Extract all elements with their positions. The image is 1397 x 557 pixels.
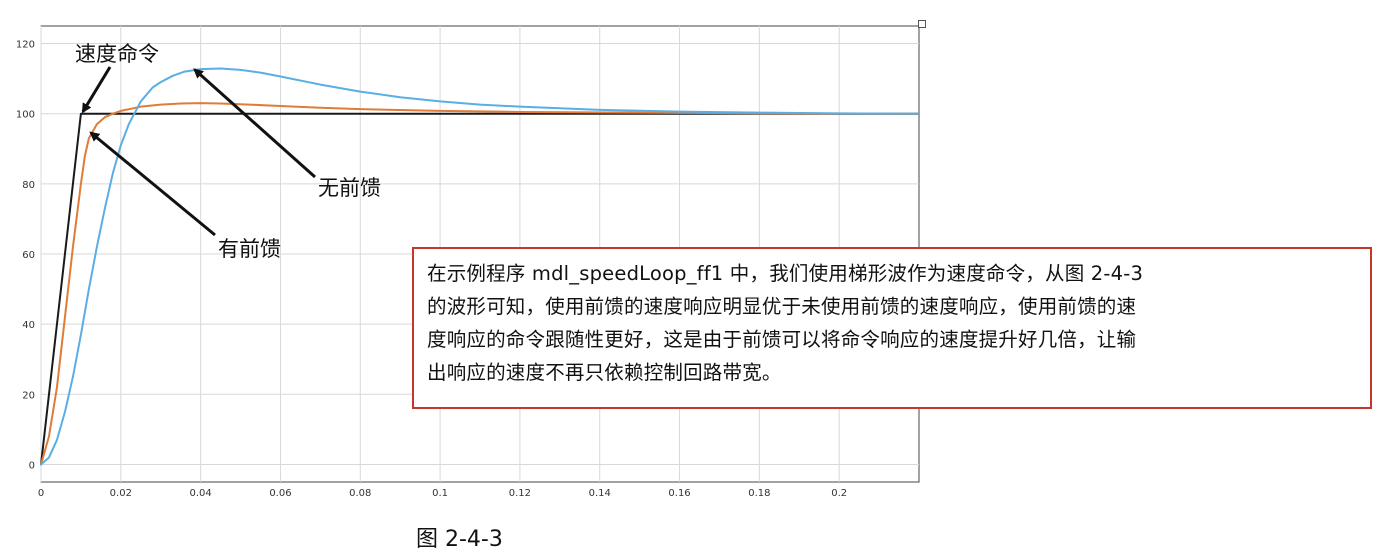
y-tick-label: 40: [22, 320, 35, 331]
expand-icon[interactable]: [918, 20, 926, 28]
axis-ticks: 0 0.02 0.04 0.06 0.08 0.1 0.12 0.14 0.16 0.18 0.2 0…: [16, 40, 847, 499]
annotation-arrow: [193, 68, 316, 179]
y-tick-label: 80: [22, 180, 35, 191]
x-tick-label: 0.12: [509, 488, 531, 499]
x-tick-label: 0.16: [668, 488, 690, 499]
x-tick-label: 0.14: [589, 488, 611, 499]
x-tick-label: 0.1: [432, 488, 448, 499]
note-line: 出响应的速度不再只依赖控制回路带宽。: [427, 361, 782, 384]
series-line: [40, 102, 920, 466]
x-tick-label: 0.08: [349, 488, 371, 499]
x-tick-label: 0: [38, 488, 44, 499]
y-tick-label: 60: [22, 250, 35, 261]
explanation-note: 在示例程序 mdl_speedLoop_ff1 中，我们使用梯形波作为速度命令，…: [412, 247, 1372, 409]
x-tick-label: 0.18: [748, 488, 770, 499]
x-tick-label: 0.02: [110, 488, 132, 499]
note-line: 度响应的命令跟随性更好，这是由于前馈可以将命令响应的速度提升好几倍，让输: [427, 328, 1137, 351]
annotation-arrow: [81, 66, 112, 114]
figure-caption: 图 2-4-3: [416, 527, 503, 552]
y-tick-label: 20: [22, 390, 35, 401]
series-line: [40, 112, 920, 466]
annotation-label: 有前馈: [218, 237, 281, 261]
y-tick-label: 100: [16, 110, 35, 121]
y-tick-label: 120: [16, 40, 35, 51]
x-tick-label: 0.06: [269, 488, 291, 499]
note-line: 在示例程序 mdl_speedLoop_ff1 中，我们使用梯形波作为速度命令，…: [427, 262, 1144, 285]
annotation-label: 无前馈: [318, 176, 381, 200]
series-line: [40, 67, 920, 466]
series-layer: [40, 67, 920, 466]
y-tick-label: 0: [29, 460, 35, 471]
x-tick-label: 0.04: [190, 488, 212, 499]
annotation-label: 速度命令: [75, 42, 159, 66]
annotation-arrow: [89, 131, 216, 237]
x-tick-label: 0.2: [831, 488, 847, 499]
note-line: 的波形可知，使用前馈的速度响应明显优于未使用前馈的速度响应，使用前馈的速: [427, 295, 1137, 318]
